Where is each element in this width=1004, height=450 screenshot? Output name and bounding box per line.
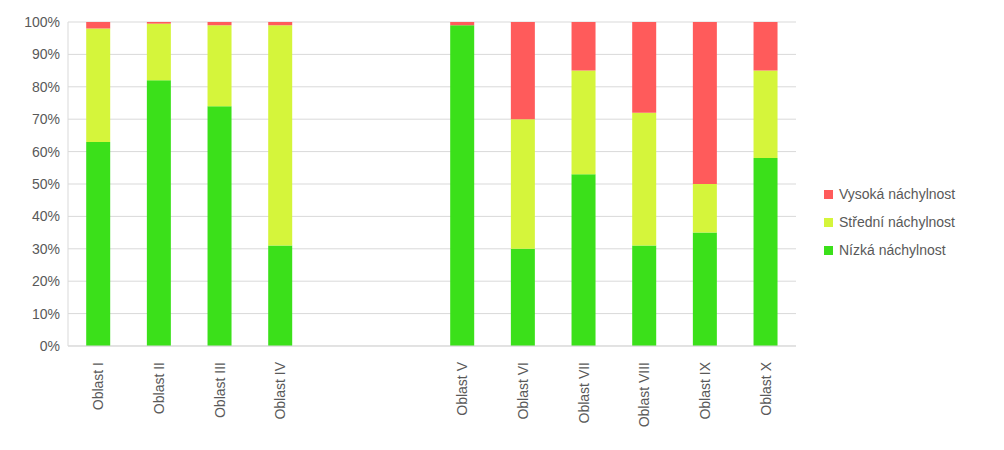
svg-text:Oblast II: Oblast II	[151, 362, 167, 414]
svg-text:10%: 10%	[32, 306, 60, 322]
svg-text:Oblast VIII: Oblast VIII	[636, 362, 652, 427]
svg-text:Oblast VI: Oblast VI	[515, 362, 531, 420]
svg-text:80%: 80%	[32, 79, 60, 95]
svg-text:60%: 60%	[32, 144, 60, 160]
html-text:Střední náchylnost: Střední náchylnost	[839, 214, 955, 230]
html-text:Vysoká náchylnost: Vysoká náchylnost	[839, 186, 956, 202]
svg-text:20%: 20%	[32, 273, 60, 289]
svg-text:90%: 90%	[32, 46, 60, 62]
svg-text:Oblast IV: Oblast IV	[272, 361, 288, 419]
svg-text:Oblast X: Oblast X	[758, 361, 774, 415]
svg-text:Oblast I: Oblast I	[90, 362, 106, 410]
svg-text:50%: 50%	[32, 176, 60, 192]
svg-text:40%: 40%	[32, 208, 60, 224]
svg-text:Oblast III: Oblast III	[212, 362, 228, 418]
svg-text:Oblast V: Oblast V	[454, 361, 470, 415]
svg-text:Oblast IX: Oblast IX	[697, 361, 713, 419]
html-text:Nízká náchylnost: Nízká náchylnost	[839, 242, 946, 258]
svg-text:30%: 30%	[32, 241, 60, 257]
svg-text:100%: 100%	[24, 14, 60, 30]
svg-text:0%: 0%	[40, 338, 60, 354]
svg-text:70%: 70%	[32, 111, 60, 127]
svg-text:Oblast VII: Oblast VII	[576, 362, 592, 423]
